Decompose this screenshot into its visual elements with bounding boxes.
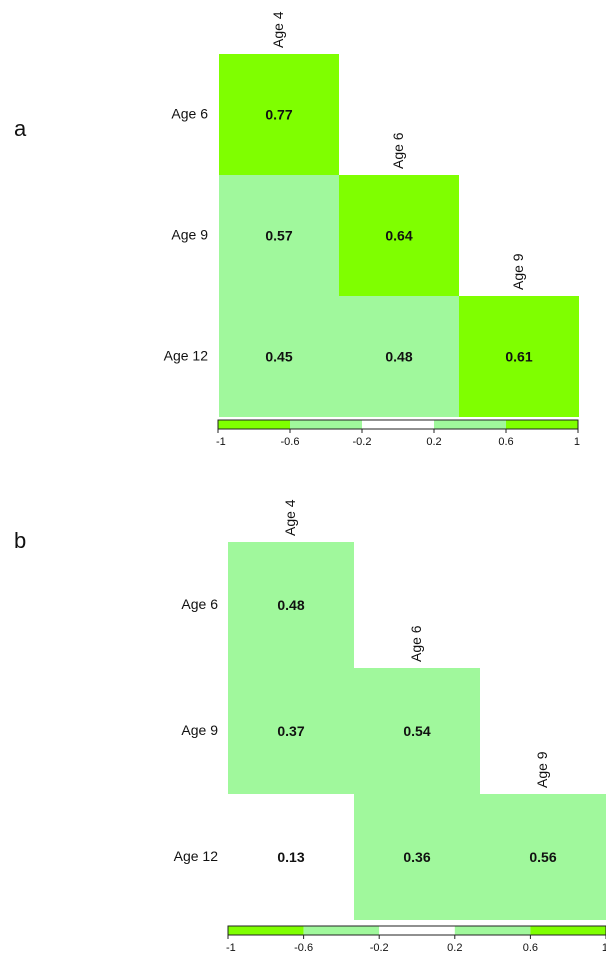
colorbar-b-segment-4	[530, 926, 606, 935]
row-label-a-1: Age 9	[171, 227, 208, 243]
row-label-b-2: Age 12	[174, 848, 219, 864]
col-label-b-2: Age 9	[534, 751, 550, 788]
colorbar-b-tick-2: -0.2	[370, 942, 389, 954]
heatmap-b-value-2-0: 0.13	[277, 849, 304, 865]
heatmap-a-value-2-0: 0.45	[265, 349, 292, 365]
col-label-a-0: Age 4	[270, 11, 286, 48]
colorbar-a-tick-1: -0.6	[281, 436, 300, 448]
col-label-b-1: Age 6	[408, 625, 424, 662]
colorbar-b-segment-0	[228, 926, 304, 935]
heatmap-b-svg: b 0.48 0.37 0.54 0.13 0.36 0.56 Age 6 Age 9 Age 1…	[14, 499, 606, 954]
colorbar-b-segment-2	[379, 926, 455, 935]
colorbar-b-segment-1	[303, 926, 380, 935]
colorbar-a-tick-5: 1	[574, 436, 580, 448]
colorbar-b-tick-1: -0.6	[294, 942, 313, 954]
colorbar-b-tick-3: 0.2	[447, 942, 462, 954]
col-label-b-0: Age 4	[282, 499, 298, 536]
heatmap-a-value-2-2: 0.61	[505, 349, 532, 365]
colorbar-a-tick-0: -1	[216, 436, 226, 448]
col-label-a-1: Age 6	[390, 132, 406, 169]
heatmap-a-cell-2-0	[219, 296, 339, 417]
heatmap-a-value-1-0: 0.57	[265, 228, 292, 244]
colorbar-a-tick-3: 0.2	[426, 436, 441, 448]
colorbar-a-segment-1	[290, 420, 362, 429]
correlation-panel-a: a 0.77 0.57 0.64 0.45 0.48 0.61 Age 6 Age 9 Age 1…	[0, 0, 606, 470]
heatmap-b-cell-2-0	[228, 794, 354, 920]
heatmap-a-cell-0-0	[219, 54, 339, 175]
colorbar-b-tick-4: 0.6	[523, 942, 538, 954]
colorbar-a-tick-4: 0.6	[498, 436, 513, 448]
heatmap-a-value-0-0: 0.77	[265, 107, 292, 123]
colorbar-a-segment-4	[506, 420, 578, 429]
heatmap-a-cell-1-0	[219, 175, 339, 296]
panel-label-a: a	[14, 116, 27, 141]
row-label-b-1: Age 9	[181, 722, 218, 738]
heatmap-b-value-1-1: 0.54	[403, 723, 430, 739]
heatmap-b-cell-1-1	[354, 668, 480, 794]
heatmap-a-cell-2-1	[339, 296, 459, 417]
col-label-a-2: Age 9	[510, 253, 526, 290]
colorbar-b-tick-5: 1	[602, 942, 606, 954]
colorbar-a-tick-2: -0.2	[353, 436, 372, 448]
colorbar-a-frame	[217, 419, 579, 430]
heatmap-a-value-1-1: 0.64	[385, 228, 412, 244]
row-label-b-0: Age 6	[181, 596, 218, 612]
heatmap-b-value-0-0: 0.48	[277, 597, 304, 613]
heatmap-a-cell-2-2	[459, 296, 579, 417]
colorbar-a-segment-2	[362, 420, 434, 429]
colorbar-b: -1 -0.6 -0.2 0.2 0.6 1	[226, 925, 606, 954]
colorbar-b-frame	[227, 925, 606, 936]
colorbar-a-segment-0	[218, 420, 290, 429]
heatmap-a-cell-1-1	[339, 175, 459, 296]
heatmap-b-value-1-0: 0.37	[277, 723, 304, 739]
colorbar-a-segment-3	[434, 420, 506, 429]
row-label-a-0: Age 6	[171, 106, 208, 122]
row-label-a-2: Age 12	[164, 348, 209, 364]
colorbar-a: -1 -0.6 -0.2 0.2 0.6 1	[216, 419, 580, 448]
heatmap-b-cell-2-2	[480, 794, 606, 920]
heatmap-b-cell-0-0	[228, 542, 354, 668]
panel-label-b: b	[14, 528, 26, 553]
heatmap-b-value-2-1: 0.36	[403, 849, 430, 865]
heatmap-b-cell-2-1	[354, 794, 480, 920]
correlation-panel-b: b 0.48 0.37 0.54 0.13 0.36 0.56 Age 6 Age 9 Age 1…	[0, 480, 606, 960]
heatmap-b-cell-1-0	[228, 668, 354, 794]
heatmap-b-value-2-2: 0.56	[529, 849, 556, 865]
colorbar-b-segment-3	[454, 926, 531, 935]
colorbar-b-tick-0: -1	[226, 942, 236, 954]
heatmap-a-value-2-1: 0.48	[385, 349, 412, 365]
